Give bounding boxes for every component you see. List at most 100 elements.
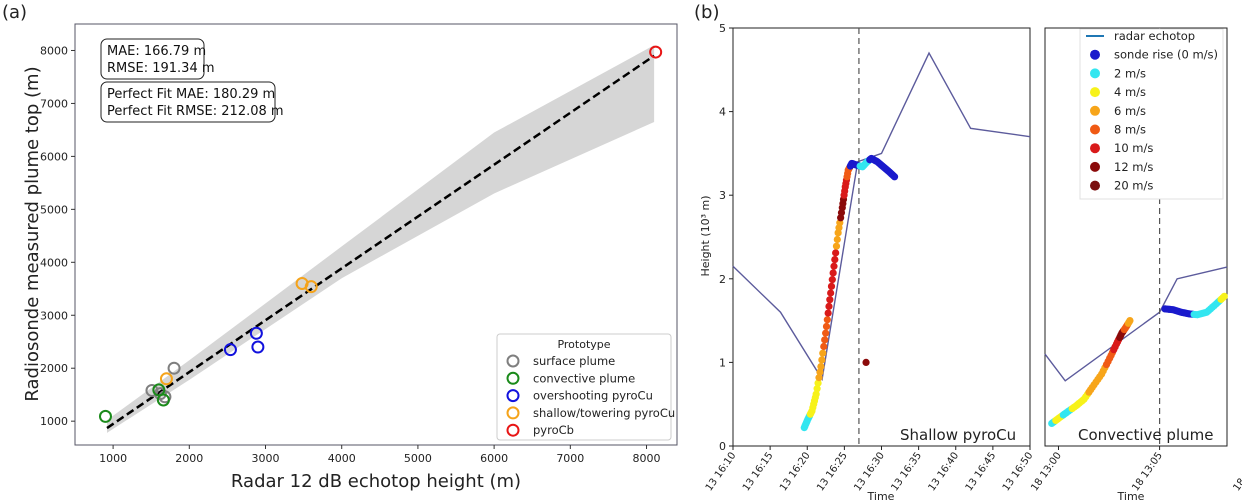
- y-tick-label: 8000: [40, 44, 68, 57]
- panel-label-b: (b): [694, 2, 719, 23]
- right-sonde-group: [1048, 292, 1228, 428]
- left-echotop-line: [732, 51, 1031, 382]
- legend-a-marker: [506, 406, 520, 420]
- b-y-axis-label: Height (10³ m): [699, 195, 712, 276]
- point-4-0: [649, 45, 663, 59]
- left-annotation: Shallow pyroCu: [900, 426, 1016, 444]
- y-tick-label: 6000: [40, 150, 68, 163]
- left-sonde-point: [826, 296, 834, 304]
- y-tick-label: 3000: [40, 309, 68, 322]
- left-sonde-point: [825, 302, 833, 310]
- legend-b-entry: 2 m/s: [1114, 66, 1146, 80]
- left-x-tick-label: 13 16:35: [889, 450, 924, 493]
- legend-a-entry: pyroCb: [533, 423, 574, 437]
- b-y-ticks-group: 0 1 2 3 4 5: [719, 22, 733, 453]
- left-sonde-point: [812, 390, 820, 398]
- b-y-tick-label: 0: [719, 440, 726, 453]
- legend-a: Prototype surface plume convective plume o…: [496, 333, 675, 441]
- confidence-band: [107, 45, 655, 433]
- legend-b-entry: 20 m/s: [1114, 179, 1153, 193]
- point-1-0: [98, 409, 112, 423]
- y-ticks-group: 1000 2000 3000 4000 5000 6000 7000 8000: [40, 44, 75, 428]
- left-echotop-group: [732, 51, 1031, 382]
- left-sonde-point: [824, 309, 832, 317]
- panel-a-frame: [74, 23, 678, 446]
- y-axis-label: Radiosonde measured plume top (m): [22, 66, 43, 401]
- x-tick-label: 2000: [175, 452, 203, 465]
- stats-mae: MAE: 166.79 m: [107, 44, 206, 59]
- legend-a-marker: [506, 354, 520, 368]
- legend-a-box: [496, 333, 672, 441]
- legend-b-marker: [1090, 49, 1100, 60]
- time-panel-left: 13 16:10 13 16:15 13 16:20 13 16:25 13 16:30…: [699, 22, 1035, 503]
- left-sonde-point: [829, 269, 837, 277]
- legend-a-entry: convective plume: [533, 371, 635, 385]
- confidence-band-group: [107, 45, 655, 433]
- legend-b-entry: 12 m/s: [1114, 160, 1153, 174]
- left-sonde-point: [827, 289, 835, 297]
- legend-a-entry: surface plume: [533, 354, 615, 368]
- left-sonde-point: [832, 242, 841, 250]
- scatter-panel-a: 1000 2000 3000 4000 5000 6000 7000 8000 1000 200…: [22, 23, 678, 492]
- left-sonde-point: [820, 342, 828, 351]
- panel-b-left-frame: [732, 27, 1031, 447]
- x-axis-label: Radar 12 dB echotop height (m): [231, 471, 521, 492]
- fit-line-group: [106, 54, 655, 430]
- stats-perfect-mae: Perfect Fit MAE: 180.29 m: [107, 87, 275, 102]
- left-sonde-point: [819, 349, 827, 357]
- right-sonde-point: [1126, 317, 1134, 325]
- left-sonde-point: [821, 336, 829, 344]
- x-ticks-group: 1000 2000 3000 4000 5000 6000 7000 8000: [99, 445, 661, 465]
- legend-a-title: Prototype: [557, 338, 610, 351]
- stats-perfect-rmse: Perfect Fit RMSE: 212.08 m: [107, 104, 284, 119]
- left-sonde-point: [818, 356, 826, 364]
- left-sonde-point: [822, 322, 831, 331]
- fit-line: [106, 54, 655, 430]
- x-tick-label: 6000: [480, 452, 508, 465]
- right-annotation: Convective plume: [1078, 426, 1213, 444]
- left-sonde-point: [828, 276, 836, 284]
- y-tick-label: 7000: [40, 97, 68, 110]
- y-tick-label: 4000: [40, 256, 68, 269]
- legend-b-entry: sonde rise (0 m/s): [1114, 48, 1218, 62]
- b-y-tick-label: 5: [719, 22, 726, 35]
- legend-a-marker: [506, 371, 520, 385]
- panel-label-a: (a): [2, 2, 27, 23]
- left-x-tick-label: 13 16:20: [778, 450, 813, 493]
- left-sonde-group: [800, 154, 899, 432]
- stats-rmse: RMSE: 191.34 m: [107, 61, 215, 76]
- legend-b-entry: radar echotop: [1114, 29, 1195, 43]
- legend-b-marker: [1090, 161, 1100, 172]
- legend-b-marker: [1090, 105, 1100, 116]
- left-x-tick-label: 13 16:25: [815, 450, 850, 493]
- point-0-3: [167, 361, 181, 375]
- legend-b-entry: 4 m/s: [1114, 85, 1146, 99]
- legend-b-entry: 6 m/s: [1114, 104, 1146, 118]
- legend-b-entry: 8 m/s: [1114, 123, 1146, 137]
- right-sonde-point: [1220, 292, 1228, 300]
- legend-b-marker: [1090, 87, 1100, 98]
- right-x-tick-label: 18 13:10: [1231, 450, 1242, 493]
- right-echotop-line: [1044, 266, 1228, 382]
- legend-b-entry: 10 m/s: [1114, 141, 1153, 155]
- left-x-tick-label: 13 16:10: [704, 450, 739, 493]
- x-tick-label: 3000: [252, 452, 280, 465]
- left-sonde-point: [890, 173, 899, 181]
- y-tick-label: 2000: [40, 362, 68, 375]
- x-tick-label: 8000: [633, 452, 661, 465]
- legend-b: radar echotop sonde rise (0 m/s) 2 m/s 4 m/…: [1079, 28, 1224, 200]
- left-sonde-point: [817, 362, 825, 371]
- legend-b-marker: [1090, 180, 1100, 191]
- left-sonde-point: [832, 249, 840, 257]
- stats-box-1: [100, 38, 205, 80]
- point-3-2: [304, 280, 318, 294]
- point-2-0: [223, 343, 237, 357]
- legend-a-entry: shallow/towering pyroCu: [533, 406, 675, 420]
- left-sonde-point: [827, 282, 836, 290]
- left-sonde-point: [830, 262, 838, 270]
- b-y-tick-label: 2: [719, 273, 726, 286]
- data-points-group: [98, 45, 663, 423]
